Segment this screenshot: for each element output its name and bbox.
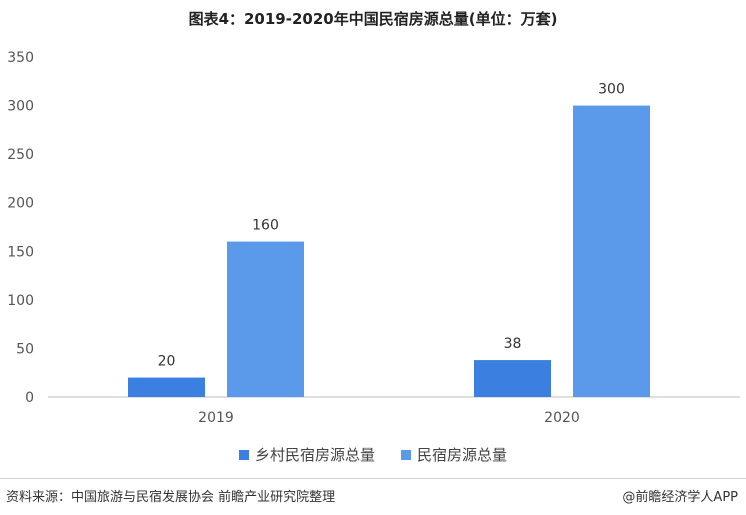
- legend-item-series-2: 民宿房源总量: [401, 444, 507, 465]
- data-label-2020-series-1: 38: [504, 336, 522, 352]
- y-tick-label: 350: [7, 50, 34, 66]
- legend-item-series-1: 乡村民宿房源总量: [238, 444, 375, 465]
- bars-group: [128, 105, 650, 398]
- legend-label-series-2: 民宿房源总量: [417, 446, 508, 464]
- footer-divider: [0, 478, 746, 479]
- y-tick-label: 250: [7, 147, 34, 163]
- y-tick-label: 100: [7, 293, 34, 309]
- y-tick-label: 300: [7, 99, 34, 115]
- legend-swatch-series-2: [401, 449, 411, 460]
- bar-2020-series-1: [474, 360, 551, 397]
- legend-swatch-series-1: [238, 449, 249, 460]
- data-label-2019-series-1: 20: [158, 354, 176, 370]
- x-axis-ticks: 2019 2020: [198, 410, 580, 426]
- bar-2020-series-2: [573, 105, 650, 398]
- data-label-2020-series-2: 300: [598, 82, 625, 98]
- source-note: 资料来源：中国旅游与民宿发展协会 前瞻产业研究院整理: [6, 490, 336, 505]
- data-labels-group: 20 160 38 300: [158, 82, 625, 370]
- x-tick-label: 2019: [198, 410, 234, 426]
- y-tick-label: 150: [7, 244, 34, 260]
- x-tick-label: 2020: [544, 410, 580, 426]
- y-tick-label: 0: [25, 390, 34, 406]
- y-tick-label: 50: [16, 341, 34, 357]
- bar-2019-series-1: [128, 377, 205, 397]
- y-tick-label: 200: [7, 196, 34, 212]
- bar-2019-series-2: [227, 241, 304, 397]
- credit-note: @前瞻经济学人APP: [622, 490, 738, 505]
- chart-legend: 乡村民宿房源总量 民宿房源总量: [0, 444, 746, 465]
- y-axis-ticks: 0 50 100 150 200 250 300 350: [7, 50, 34, 406]
- data-label-2019-series-2: 160: [252, 218, 279, 234]
- chart-title: 图表4：2019-2020年中国民宿房源总量(单位：万套): [188, 10, 558, 28]
- bar-chart: 0 50 100 150 200 250 300 350 20 160 38 300 2019 202…: [7, 50, 740, 426]
- legend-label-series-1: 乡村民宿房源总量: [254, 446, 375, 464]
